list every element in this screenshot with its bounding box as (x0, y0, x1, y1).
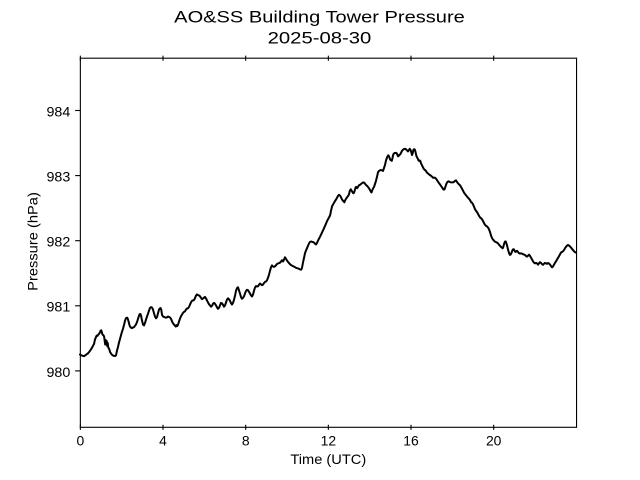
svg-text:12: 12 (321, 433, 337, 449)
svg-text:981: 981 (47, 299, 71, 315)
svg-text:984: 984 (47, 103, 71, 119)
svg-text:2025-08-30: 2025-08-30 (268, 28, 372, 47)
svg-text:4: 4 (159, 433, 167, 449)
svg-text:20: 20 (486, 433, 502, 449)
svg-text:Pressure (hPa): Pressure (hPa) (24, 192, 40, 291)
svg-text:983: 983 (47, 169, 71, 185)
svg-text:AO&SS Building Tower Pressure: AO&SS Building Tower Pressure (174, 8, 465, 27)
svg-text:982: 982 (47, 234, 71, 250)
svg-text:980: 980 (47, 364, 71, 380)
svg-text:Time (UTC): Time (UTC) (290, 451, 366, 467)
svg-text:0: 0 (76, 433, 84, 449)
svg-text:16: 16 (403, 433, 419, 449)
svg-text:8: 8 (242, 433, 250, 449)
